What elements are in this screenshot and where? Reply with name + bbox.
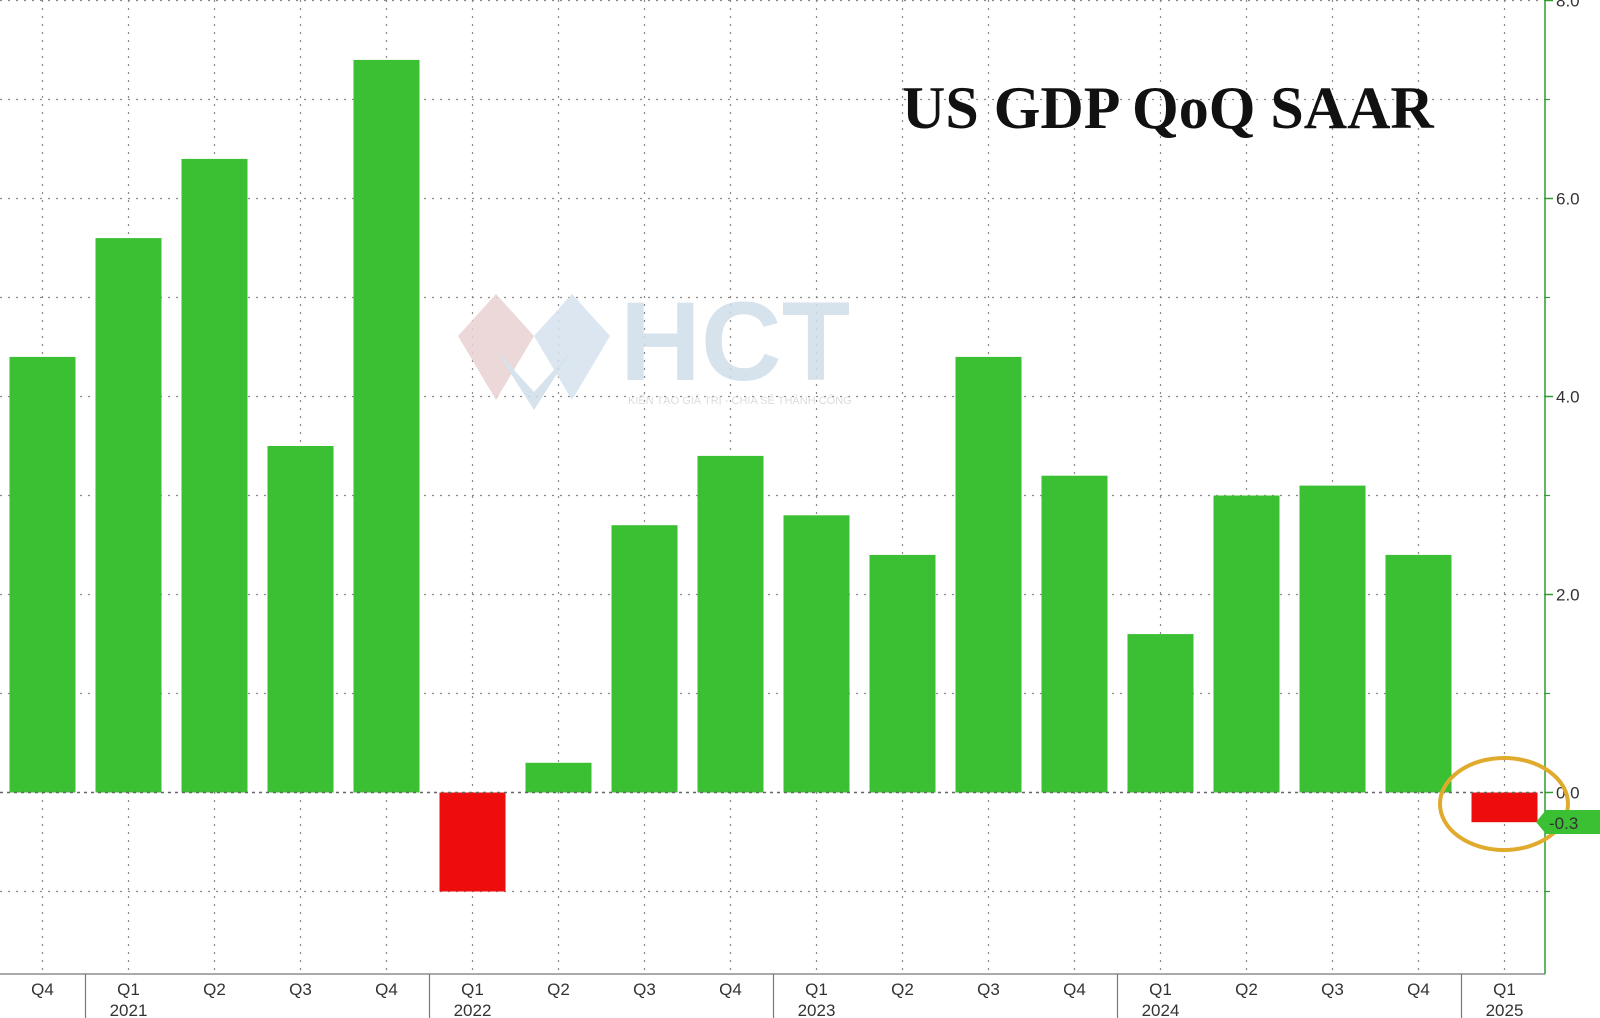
x-tick-label: Q2	[1235, 980, 1258, 999]
last-value-tag-shape	[1536, 810, 1600, 834]
x-tick-label: Q1	[461, 980, 484, 999]
year-label: 2022	[454, 1001, 492, 1018]
year-label: 2024	[1142, 1001, 1180, 1018]
year-label: 2023	[798, 1001, 836, 1018]
last-value-label: -0.3	[1549, 814, 1578, 833]
bars	[9, 59, 1538, 892]
y-tick-label: 2.0	[1556, 586, 1580, 605]
bar	[955, 356, 1022, 793]
watermark-logo-diamond-bottom	[496, 350, 572, 410]
bar	[439, 792, 506, 892]
x-tick-label: Q2	[547, 980, 570, 999]
watermark-logo-diamond-left	[458, 294, 534, 400]
x-tick-label: Q1	[117, 980, 140, 999]
x-tick-label: Q1	[1149, 980, 1172, 999]
chart-title: US GDP QoQ SAAR	[902, 75, 1434, 141]
bar	[95, 238, 162, 793]
bar	[783, 515, 850, 793]
bar	[697, 455, 764, 793]
x-tick-label: Q3	[633, 980, 656, 999]
x-tick-label: Q3	[1321, 980, 1344, 999]
y-tick-label: 8.0	[1556, 0, 1580, 11]
last-value-highlight-ring	[1438, 756, 1570, 852]
watermark-logo-text: HCT	[620, 279, 850, 404]
bar	[353, 59, 420, 793]
bar	[525, 762, 592, 793]
x-tick-label: Q4	[719, 980, 742, 999]
bar	[1385, 554, 1452, 793]
bar	[1471, 792, 1538, 823]
bar	[267, 446, 334, 793]
watermark-logo-diamond-right	[534, 294, 610, 400]
bar	[611, 525, 678, 793]
x-tick-label: Q3	[289, 980, 312, 999]
bar	[1299, 485, 1366, 793]
bar	[1127, 634, 1194, 793]
y-tick-label: 6.0	[1556, 190, 1580, 209]
x-tick-label: Q2	[203, 980, 226, 999]
year-label: 2021	[110, 1001, 148, 1018]
x-tick-label: Q3	[977, 980, 1000, 999]
x-tick-label: Q4	[1407, 980, 1430, 999]
hct-watermark: HCT KIẾN TẠO GIÁ TRỊ - CHIA SẺ THÀNH CÔN…	[458, 279, 852, 410]
x-tick-label: Q4	[1063, 980, 1086, 999]
bar	[869, 554, 936, 793]
bar	[1041, 475, 1108, 793]
bar	[9, 356, 76, 793]
x-tick-label: Q2	[891, 980, 914, 999]
bar	[1213, 495, 1280, 793]
bar	[181, 158, 248, 793]
year-label: 2025	[1486, 1001, 1524, 1018]
y-tick-label: 4.0	[1556, 388, 1580, 407]
x-tick-label: Q1	[805, 980, 828, 999]
grid-lines	[0, 0, 1545, 974]
x-tick-label: Q1	[1493, 980, 1516, 999]
last-value-tag: -0.3	[1536, 810, 1600, 834]
x-tick-label: Q4	[31, 980, 54, 999]
x-tick-label: Q4	[375, 980, 398, 999]
watermark-tagline: KIẾN TẠO GIÁ TRỊ - CHIA SẺ THÀNH CÔNG	[628, 394, 852, 407]
